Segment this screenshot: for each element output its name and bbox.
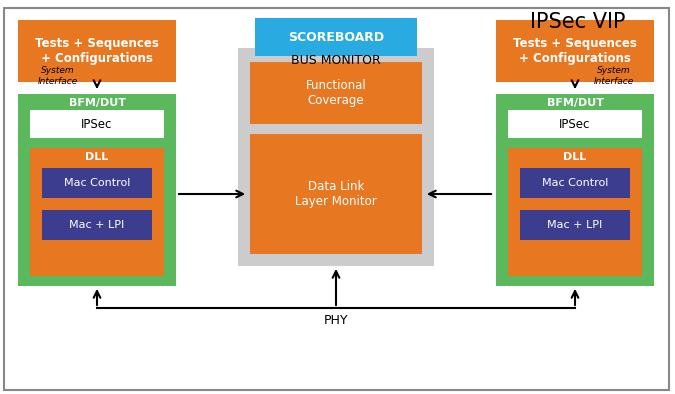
Bar: [520, 210, 630, 240]
Text: Tests + Sequences
+ Configurations: Tests + Sequences + Configurations: [513, 37, 637, 65]
Text: DLL: DLL: [85, 152, 109, 162]
Bar: [30, 148, 164, 276]
Bar: [30, 110, 164, 138]
Bar: [520, 168, 630, 198]
Text: Functional
Coverage: Functional Coverage: [306, 79, 367, 107]
Text: Tests + Sequences
+ Configurations: Tests + Sequences + Configurations: [35, 37, 159, 65]
Bar: [496, 94, 654, 286]
Text: Mac + LPI: Mac + LPI: [547, 220, 603, 230]
Bar: [250, 62, 422, 124]
Text: IPSec VIP: IPSec VIP: [531, 12, 626, 32]
Bar: [508, 148, 642, 276]
Text: IPSec: IPSec: [560, 117, 591, 130]
Bar: [255, 18, 417, 56]
Text: System
Interface: System Interface: [594, 66, 634, 86]
Bar: [42, 168, 152, 198]
Bar: [18, 94, 176, 286]
Text: BFM/DUT: BFM/DUT: [547, 98, 603, 108]
Bar: [496, 20, 654, 82]
Text: IPSec: IPSec: [81, 117, 113, 130]
Text: Mac Control: Mac Control: [64, 178, 130, 188]
Text: BFM/DUT: BFM/DUT: [68, 98, 126, 108]
Text: System
Interface: System Interface: [38, 66, 78, 86]
Text: SCOREBOARD: SCOREBOARD: [288, 30, 384, 43]
Text: PHY: PHY: [324, 314, 348, 327]
Bar: [18, 20, 176, 82]
Bar: [250, 134, 422, 254]
Bar: [238, 48, 434, 266]
Text: Mac Control: Mac Control: [542, 178, 608, 188]
Text: BUS MONITOR: BUS MONITOR: [291, 54, 381, 67]
Bar: [42, 210, 152, 240]
Bar: [508, 110, 642, 138]
Text: Data Link
Layer Monitor: Data Link Layer Monitor: [295, 180, 377, 208]
Text: Mac + LPI: Mac + LPI: [70, 220, 125, 230]
Text: DLL: DLL: [564, 152, 587, 162]
